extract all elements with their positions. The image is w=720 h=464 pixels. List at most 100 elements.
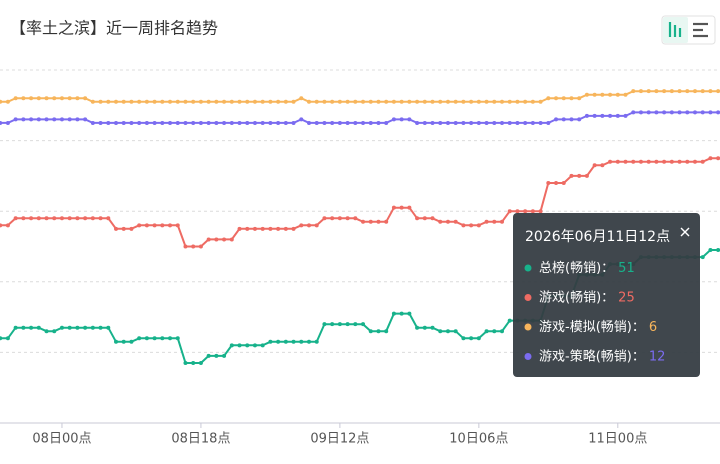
legend-dot xyxy=(524,294,532,301)
data-point xyxy=(368,120,373,125)
view-toggle[interactable] xyxy=(661,15,716,45)
data-point xyxy=(222,353,227,358)
data-point xyxy=(83,96,88,101)
data-point xyxy=(538,120,543,125)
data-point xyxy=(469,336,474,341)
data-point xyxy=(198,244,203,249)
data-point xyxy=(561,96,566,101)
tooltip-value: 12 xyxy=(649,349,666,364)
data-point xyxy=(631,110,636,115)
separator: ： xyxy=(601,290,614,305)
tooltip-row: 游戏-策略(畅销)： 12 xyxy=(539,348,665,364)
data-point xyxy=(484,219,489,224)
bar-icon xyxy=(668,22,682,37)
data-point xyxy=(314,223,319,228)
tooltip-row: 游戏-模拟(畅销)： 6 xyxy=(539,320,657,335)
x-tick-label: 08日00点 xyxy=(32,432,91,447)
legend-dot xyxy=(524,353,532,360)
data-point xyxy=(430,216,435,221)
data-point xyxy=(337,322,342,327)
data-point xyxy=(44,96,49,101)
legend-label: 游戏-模拟(畅销) xyxy=(539,320,632,335)
data-point xyxy=(523,120,528,125)
data-point xyxy=(0,223,3,228)
data-point xyxy=(430,99,435,104)
data-point xyxy=(299,96,304,101)
data-point xyxy=(137,99,142,104)
data-point xyxy=(214,353,219,358)
data-point xyxy=(461,223,466,228)
data-point xyxy=(530,99,535,104)
data-point xyxy=(631,89,636,94)
data-point xyxy=(461,336,466,341)
data-point xyxy=(669,159,674,164)
data-point xyxy=(322,322,327,327)
data-point xyxy=(106,216,111,221)
data-point xyxy=(206,353,211,358)
data-point xyxy=(121,120,126,125)
x-tick-label: 10日06点 xyxy=(449,432,508,447)
data-point xyxy=(322,120,327,125)
data-point xyxy=(677,89,682,94)
data-point xyxy=(700,89,705,94)
data-point xyxy=(592,92,597,97)
data-point xyxy=(121,99,126,104)
data-point xyxy=(399,311,404,316)
data-point xyxy=(554,117,559,122)
data-point xyxy=(314,339,319,344)
data-point xyxy=(168,120,173,125)
x-tick-label: 11日00点 xyxy=(588,432,647,447)
data-point xyxy=(330,120,335,125)
series-line xyxy=(0,157,719,248)
data-point xyxy=(646,159,651,164)
data-point xyxy=(685,110,690,115)
data-point xyxy=(368,99,373,104)
data-point xyxy=(453,99,458,104)
data-point xyxy=(214,120,219,125)
data-point xyxy=(407,99,412,104)
tooltip-close[interactable] xyxy=(680,227,690,237)
data-point xyxy=(198,99,203,104)
data-point xyxy=(422,99,427,104)
data-point xyxy=(59,117,64,122)
data-point xyxy=(546,96,551,101)
data-point xyxy=(260,120,265,125)
data-point xyxy=(152,99,157,104)
data-point xyxy=(415,216,420,221)
data-point xyxy=(168,223,173,228)
data-point xyxy=(492,120,497,125)
data-point xyxy=(515,120,520,125)
data-point xyxy=(693,159,697,164)
data-point xyxy=(144,99,149,104)
data-point xyxy=(98,216,103,221)
data-point xyxy=(5,120,10,125)
data-point xyxy=(52,216,57,221)
data-point xyxy=(67,96,72,101)
data-point xyxy=(445,329,450,334)
data-point xyxy=(175,336,180,341)
data-point xyxy=(0,336,3,341)
data-point xyxy=(407,205,412,210)
data-point xyxy=(693,89,697,94)
data-point xyxy=(445,219,450,224)
data-point xyxy=(654,89,659,94)
data-point xyxy=(291,339,296,344)
data-point xyxy=(168,99,173,104)
tooltip-title: 2026年06月11日12点 xyxy=(525,229,670,245)
data-point xyxy=(299,223,304,228)
data-point xyxy=(229,343,234,348)
data-point xyxy=(29,216,34,221)
data-point xyxy=(600,163,605,168)
data-point xyxy=(453,120,458,125)
data-point xyxy=(214,99,219,104)
data-point xyxy=(476,120,481,125)
legend-dot xyxy=(524,323,532,331)
list-icon[interactable] xyxy=(693,22,708,38)
data-point xyxy=(530,120,535,125)
data-point xyxy=(198,120,203,125)
data-point xyxy=(90,99,95,104)
data-point xyxy=(114,120,118,125)
